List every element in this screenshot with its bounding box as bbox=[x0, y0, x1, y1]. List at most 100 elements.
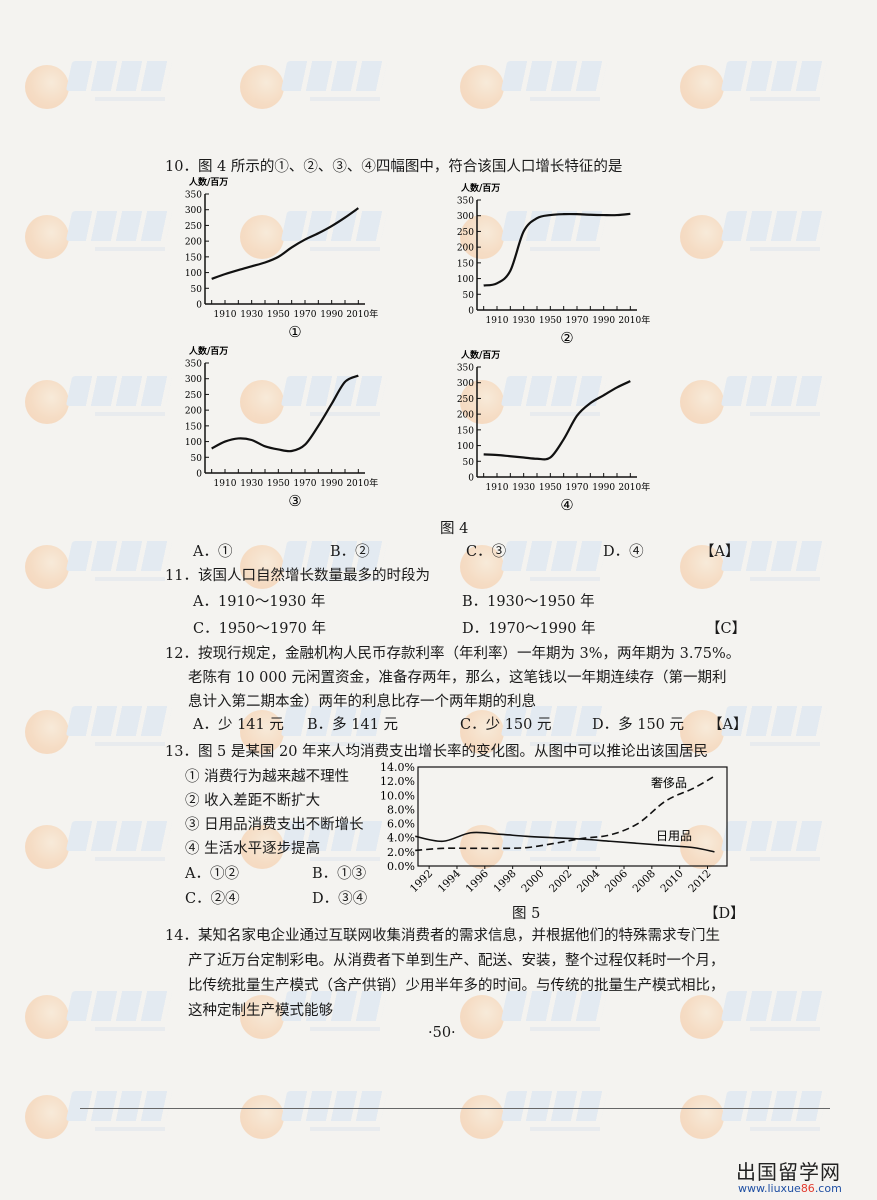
y-tick-label: 0 bbox=[468, 474, 474, 484]
figure-5-caption: 图 5 bbox=[512, 906, 541, 922]
star-swirl-logo-icon bbox=[240, 65, 284, 109]
watermark-wordmark bbox=[720, 1091, 828, 1121]
watermark-wordmark bbox=[65, 541, 173, 571]
y-tick-label: 200 bbox=[185, 407, 202, 417]
y-tick-label: 350 bbox=[185, 191, 202, 201]
y-tick-label: 100 bbox=[457, 275, 474, 285]
y-tick-label: 6.0% bbox=[387, 818, 415, 831]
watermark-subline bbox=[750, 1127, 820, 1131]
population-line bbox=[483, 380, 631, 461]
watermark-subline bbox=[750, 857, 820, 861]
star-swirl-logo-icon bbox=[25, 710, 69, 754]
watermark-subline bbox=[530, 1127, 600, 1131]
x-tick-label: 2006 bbox=[603, 867, 631, 895]
y-tick-label: 8.0% bbox=[387, 803, 415, 816]
population-chart-3: 人数/百万 0 50 100 150 200 250 300 350 1910 1930 1950 19… bbox=[185, 345, 378, 510]
star-swirl-logo-icon bbox=[680, 65, 724, 109]
x-tick-label: 2010年 bbox=[346, 308, 378, 320]
y-tick-label: 4.0% bbox=[387, 832, 415, 845]
watermark-subline bbox=[310, 1127, 380, 1131]
consumption-growth-chart: 0.0%2.0%4.0%6.0%8.0%10.0%12.0%14.0%1992 1… bbox=[380, 761, 728, 895]
y-tick-label: 0 bbox=[468, 307, 474, 317]
y-tick-label: 250 bbox=[457, 228, 474, 238]
x-tick-label: 1970 bbox=[294, 310, 317, 320]
x-tick-label: 2000 bbox=[519, 868, 546, 895]
q11-option-b: B．1930～1950 年 bbox=[462, 594, 595, 610]
y-tick-label: 300 bbox=[185, 375, 202, 385]
x-tick-label: 1950 bbox=[267, 310, 290, 320]
watermark bbox=[240, 55, 390, 115]
watermark-wordmark bbox=[65, 991, 173, 1021]
q13-option-a: A．①② bbox=[185, 866, 239, 882]
watermark-wordmark bbox=[65, 376, 173, 406]
x-tick-label: 1996 bbox=[464, 867, 492, 895]
question-12-line-3: 息计入第二期本金）两年的利息比存一个两年期的利息 bbox=[188, 694, 536, 710]
watermark-subline bbox=[95, 1027, 165, 1031]
watermark bbox=[25, 815, 175, 875]
x-tick-label: 1910 bbox=[486, 316, 509, 326]
x-tick-label: 1950 bbox=[539, 316, 562, 326]
watermark bbox=[680, 1085, 830, 1145]
question-13-stem: 13．图 5 是某国 20 年来人均消费支出增长率的变化图。从图中可以推论出该国… bbox=[165, 744, 709, 760]
q10-answer: 【A】 bbox=[700, 544, 740, 560]
watermark-subline bbox=[95, 742, 165, 746]
population-line bbox=[483, 212, 631, 287]
star-swirl-logo-icon bbox=[680, 995, 724, 1039]
x-tick-label: 1970 bbox=[566, 316, 589, 326]
y-axis-label: 人数/百万 bbox=[188, 176, 228, 188]
question-14-line-4: 这种定制生产模式能够 bbox=[188, 1003, 333, 1019]
y-tick-label: 50 bbox=[191, 285, 203, 295]
x-tick-label: 1930 bbox=[240, 479, 263, 489]
watermark-subline bbox=[750, 412, 820, 416]
watermark-wordmark bbox=[280, 1091, 388, 1121]
star-swirl-logo-icon bbox=[25, 995, 69, 1039]
x-tick-label: 1930 bbox=[512, 316, 535, 326]
q13-item-4: ④ 生活水平逐步提高 bbox=[185, 841, 321, 857]
x-tick-label: 2010年 bbox=[618, 481, 650, 493]
q13-item-3: ③ 日用品消费支出不断增长 bbox=[185, 817, 364, 833]
watermark-wordmark bbox=[65, 61, 173, 91]
url-accent: 86 bbox=[800, 1182, 815, 1195]
series-label-luxury: 奢侈品 bbox=[651, 776, 687, 790]
x-tick-label: 1970 bbox=[294, 479, 317, 489]
page-number: ·50· bbox=[428, 1025, 456, 1041]
y-tick-label: 14.0% bbox=[380, 761, 415, 774]
plot-frame bbox=[417, 766, 728, 867]
population-line bbox=[211, 374, 359, 453]
y-tick-label: 250 bbox=[185, 222, 202, 232]
watermark bbox=[25, 985, 175, 1045]
x-tick-label: 1990 bbox=[592, 316, 615, 326]
watermark-subline bbox=[750, 577, 820, 581]
watermark bbox=[680, 370, 830, 430]
series-line-daily bbox=[415, 831, 715, 853]
y-tick-label: 250 bbox=[457, 395, 474, 405]
x-tick-label: 2010年 bbox=[346, 477, 378, 489]
url-prefix: www.liuxue bbox=[738, 1182, 801, 1195]
watermark-subline bbox=[95, 857, 165, 861]
y-tick-label: 0.0% bbox=[387, 860, 415, 873]
y-axis-label: 人数/百万 bbox=[460, 349, 500, 361]
y-tick-label: 50 bbox=[191, 454, 203, 464]
watermark-subline bbox=[750, 742, 820, 746]
watermark-wordmark bbox=[65, 821, 173, 851]
q12-option-a: A．少 141 元 bbox=[193, 717, 284, 733]
y-tick-label: 200 bbox=[457, 411, 474, 421]
watermark-subline bbox=[95, 247, 165, 251]
q13-option-d: D．③④ bbox=[312, 891, 368, 907]
q12-option-c: C．少 150 元 bbox=[460, 717, 552, 733]
watermark-subline bbox=[95, 1127, 165, 1131]
q10-option-c: C．③ bbox=[466, 544, 507, 560]
x-tick-label: 1994 bbox=[436, 867, 464, 895]
star-swirl-logo-icon bbox=[25, 1095, 69, 1139]
series-label-daily: 日用品 bbox=[656, 829, 692, 843]
watermark-subline bbox=[530, 1027, 600, 1031]
y-axis-label: 人数/百万 bbox=[188, 345, 228, 357]
y-tick-label: 300 bbox=[457, 379, 474, 389]
y-tick-label: 150 bbox=[457, 259, 474, 269]
population-chart-4: 人数/百万 0 50 100 150 200 250 300 350 1910 1930 1950 19… bbox=[457, 349, 650, 514]
watermark-subline bbox=[95, 412, 165, 416]
watermark bbox=[25, 700, 175, 760]
watermark-wordmark bbox=[720, 991, 828, 1021]
y-tick-label: 150 bbox=[185, 422, 202, 432]
q11-option-d: D．1970～1990 年 bbox=[462, 621, 596, 637]
